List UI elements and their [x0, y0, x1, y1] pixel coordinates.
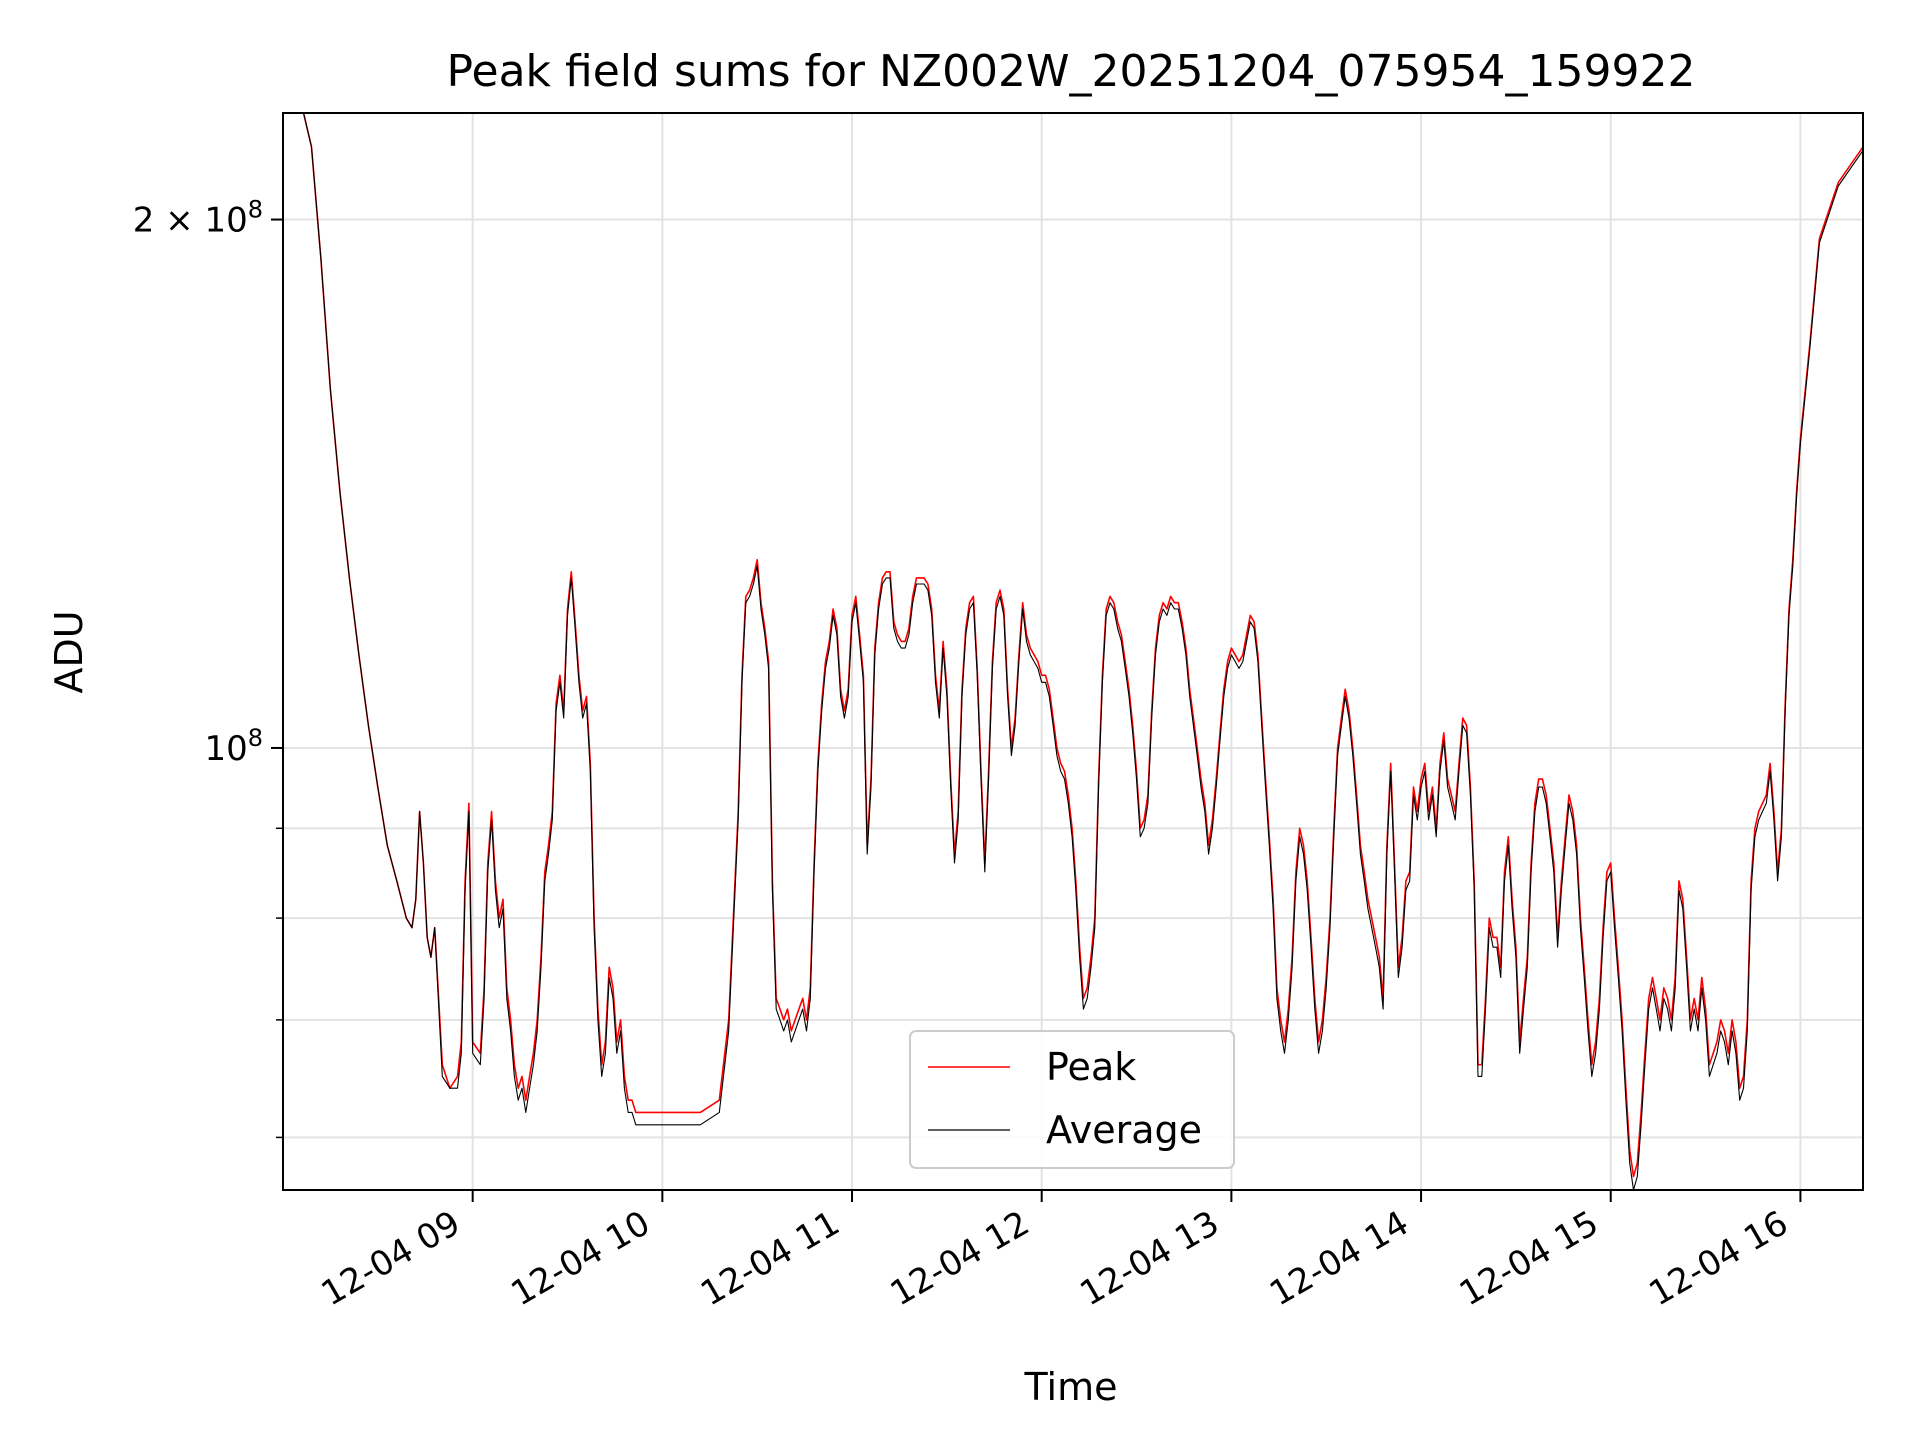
legend-label-average: Average [1046, 1108, 1202, 1152]
legend: Peak Average [909, 1030, 1235, 1169]
series-layer [302, 113, 1863, 1190]
series-line-peak [302, 113, 1863, 1178]
legend-box [909, 1030, 1235, 1169]
series-line-average [302, 113, 1863, 1190]
y-axis-label: ADU [47, 610, 91, 693]
legend-label-peak: Peak [1046, 1045, 1136, 1089]
y-axis: 108 2 × 108 [133, 196, 283, 1139]
chart-title: Peak field sums for NZ002W_20251204_0759… [447, 46, 1696, 97]
x-axis-label: Time [1024, 1365, 1118, 1409]
y-tick-label: 108 [204, 724, 263, 769]
plot-frame [282, 112, 1864, 1191]
y-tick-label: 2 × 108 [133, 196, 263, 241]
grid [283, 113, 1863, 1190]
